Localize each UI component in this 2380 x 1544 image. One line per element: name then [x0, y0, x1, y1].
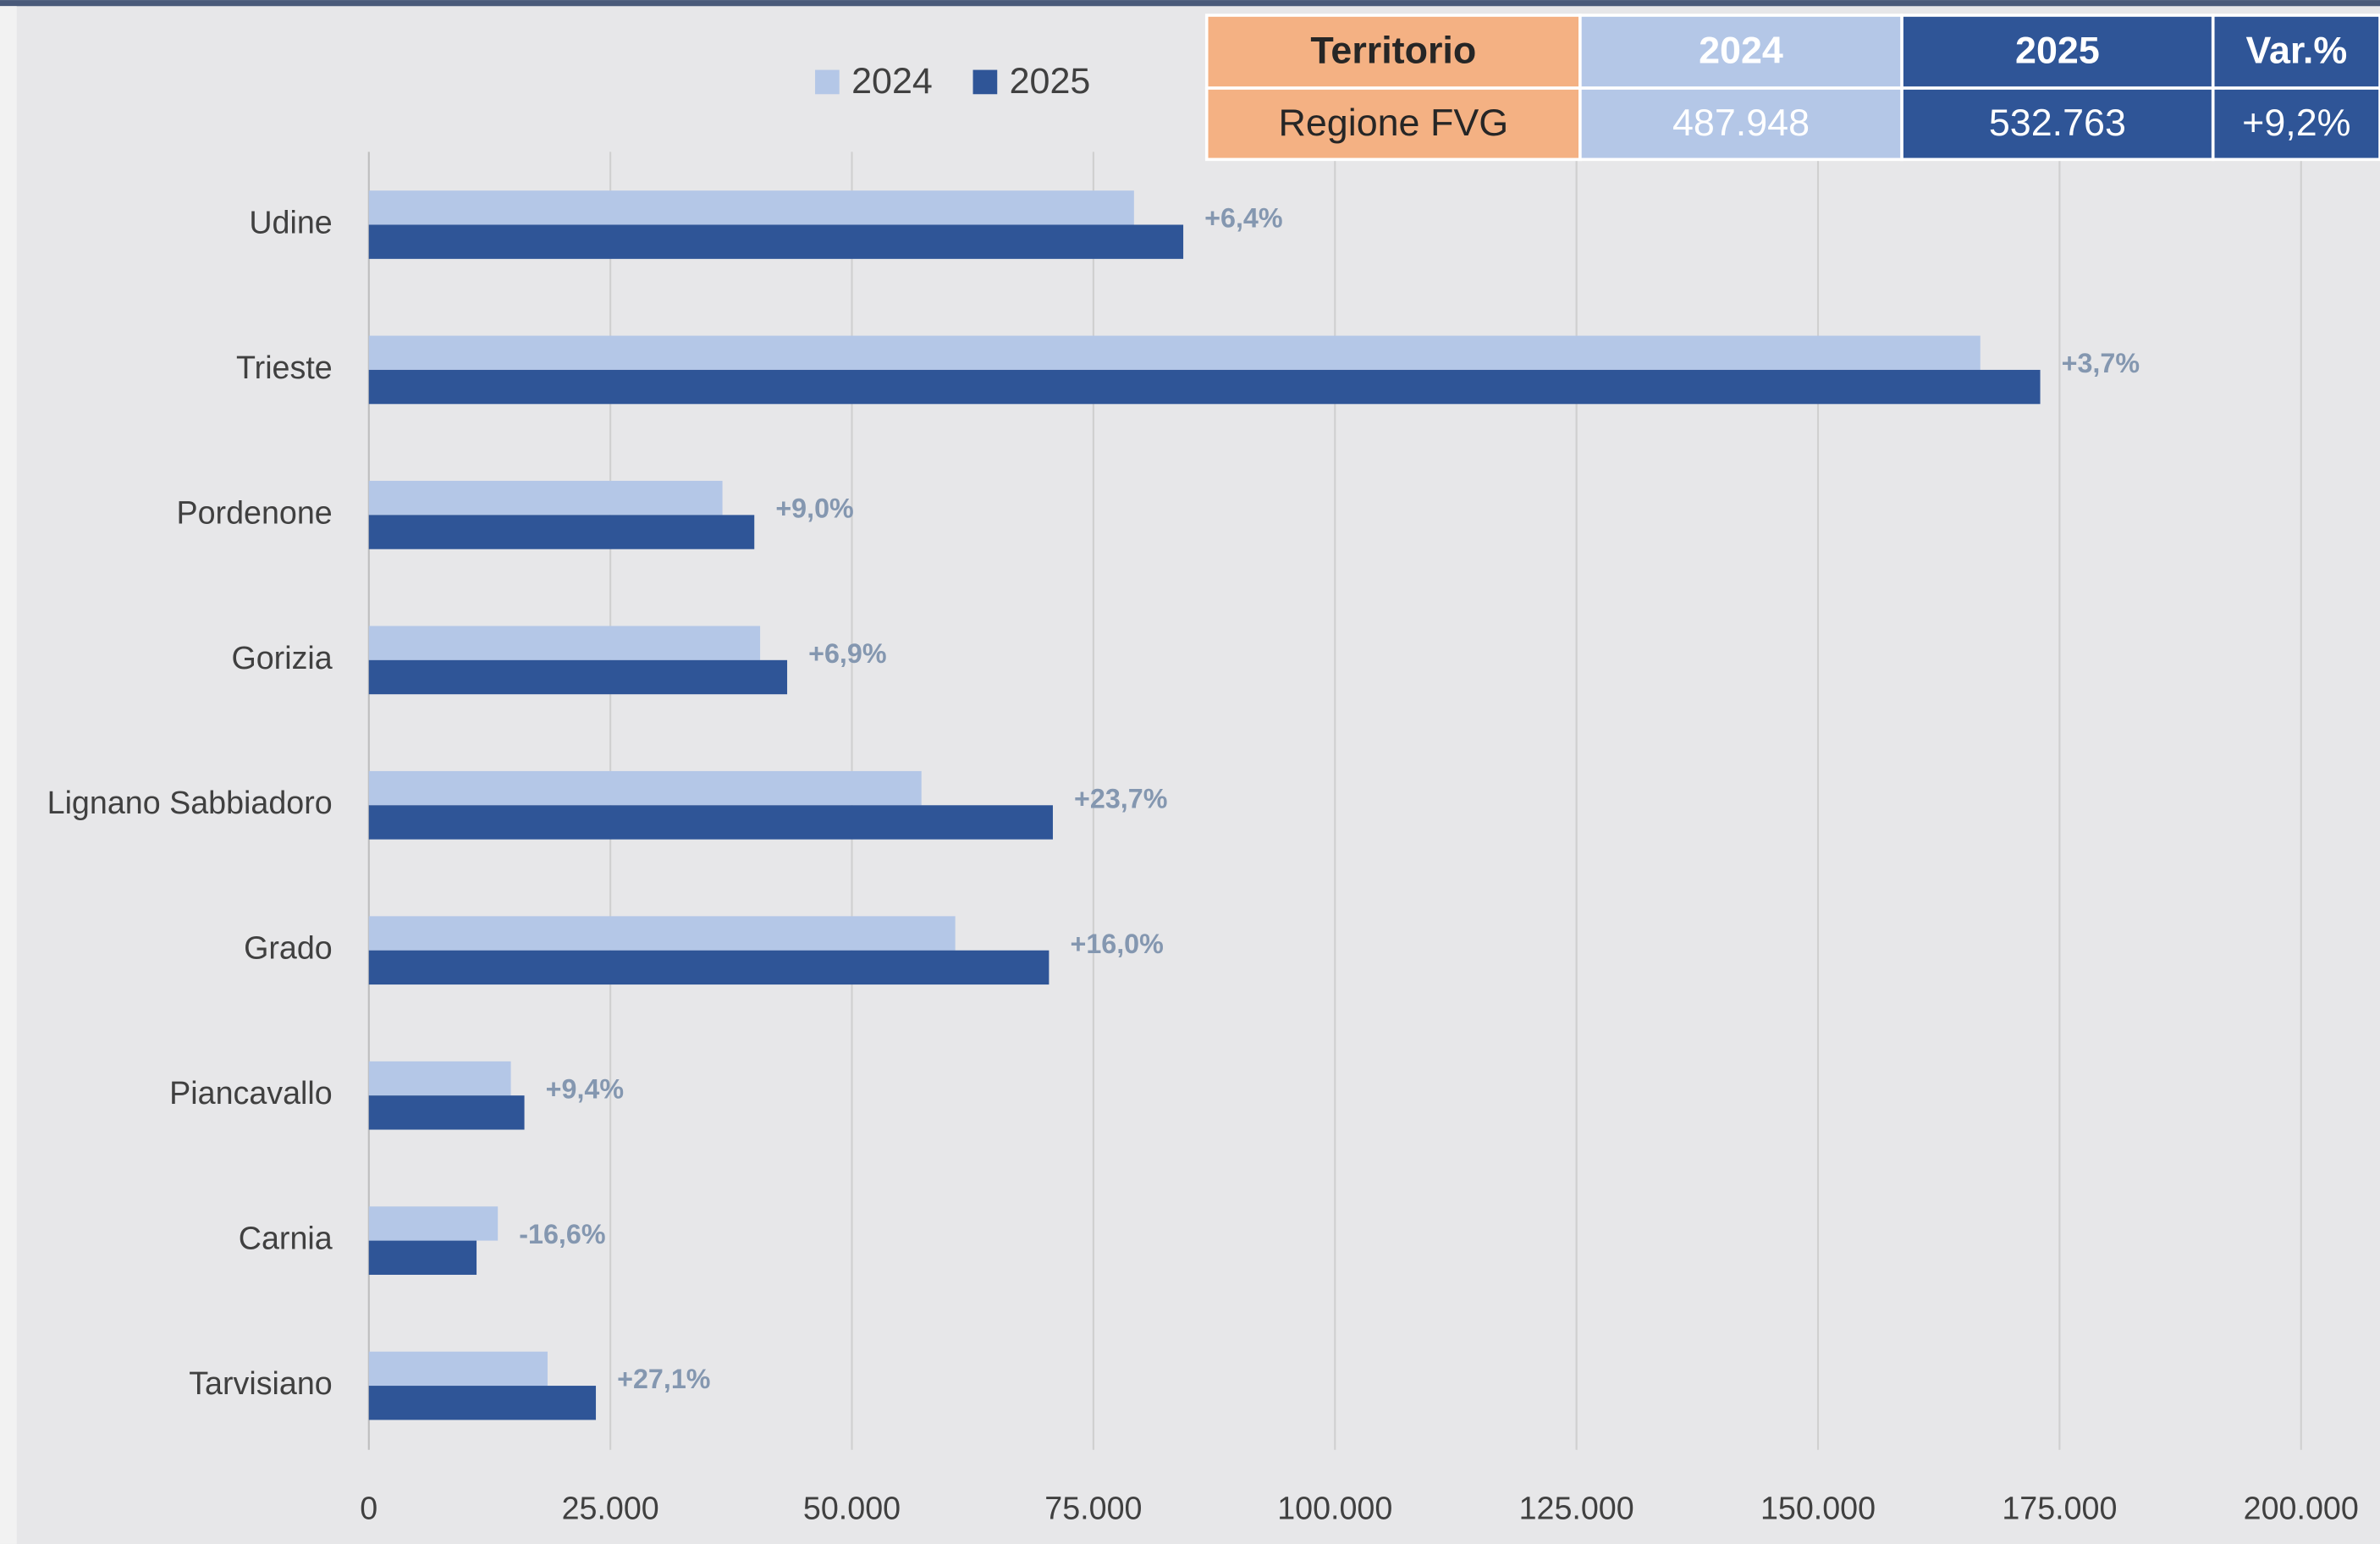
bar — [368, 1240, 477, 1275]
legend-swatch — [815, 69, 840, 95]
annotation: +9,4% — [546, 1073, 624, 1104]
category-label: Piancavallo — [169, 1075, 333, 1111]
table-value: +9,2% — [2242, 101, 2350, 144]
bar — [368, 1061, 511, 1096]
table-header: 2025 — [2015, 29, 2100, 72]
annotation: +6,9% — [808, 638, 886, 669]
bar — [368, 1386, 597, 1420]
bar — [368, 481, 723, 516]
x-tick-label: 75.000 — [1044, 1490, 1142, 1525]
table-cell — [1900, 86, 2215, 162]
table-value: 487.948 — [1672, 101, 1810, 144]
x-tick-label: 150.000 — [1760, 1490, 1876, 1525]
annotation: +23,7% — [1074, 783, 1167, 813]
bar — [368, 1095, 525, 1130]
x-tick-label: 0 — [360, 1490, 377, 1525]
annotation: +6,4% — [1204, 203, 1282, 234]
annotation: +3,7% — [2062, 348, 2140, 378]
bar — [368, 335, 1981, 370]
annotation: +16,0% — [1070, 929, 1163, 959]
category-label: Grado — [244, 930, 333, 966]
annotation: +27,1% — [617, 1364, 710, 1394]
left-border — [0, 6, 17, 1544]
legend-swatch — [972, 69, 998, 95]
x-tick-label: 200.000 — [2244, 1490, 2359, 1525]
table-cell — [1578, 86, 1903, 162]
category-label: Lignano Sabbiadoro — [47, 785, 333, 820]
x-tick-label: 25.000 — [562, 1490, 659, 1525]
bar — [368, 190, 1134, 225]
top-border — [0, 0, 2380, 7]
category-label: Udine — [249, 204, 332, 240]
x-tick-label: 175.000 — [2002, 1490, 2117, 1525]
bar — [368, 770, 922, 806]
category-label: Gorizia — [231, 640, 332, 676]
x-tick-label: 125.000 — [1519, 1490, 1634, 1525]
bar — [368, 950, 1050, 985]
bar — [368, 515, 755, 549]
bar — [368, 659, 788, 695]
bar — [368, 1351, 548, 1387]
table-cell — [2211, 86, 2380, 162]
bar — [368, 626, 761, 660]
legend-label: 2025 — [1010, 61, 1091, 102]
table-header: 2024 — [1699, 29, 1783, 72]
x-tick-label: 100.000 — [1277, 1490, 1392, 1525]
annotation: -16,6% — [519, 1219, 605, 1249]
bar — [368, 1206, 499, 1241]
table-header: Territorio — [1310, 29, 1476, 72]
x-tick-label: 50.000 — [803, 1490, 901, 1525]
category-label: Trieste — [236, 350, 333, 385]
table-cell — [2211, 14, 2380, 90]
table-value: 532.763 — [1989, 101, 2126, 144]
category-label: Carnia — [239, 1221, 333, 1256]
legend-label: 2024 — [851, 61, 933, 102]
category-label: Tarvisiano — [189, 1365, 333, 1401]
table-header: Var.% — [2246, 29, 2348, 72]
table-cell — [1204, 86, 1582, 162]
bar — [368, 805, 1053, 840]
annotation: +9,0% — [775, 494, 853, 524]
category-label: Pordenone — [176, 494, 332, 530]
bar — [368, 369, 2041, 405]
bar — [368, 916, 956, 951]
bar — [368, 224, 1184, 259]
table-value: Regione FVG — [1279, 101, 1509, 144]
